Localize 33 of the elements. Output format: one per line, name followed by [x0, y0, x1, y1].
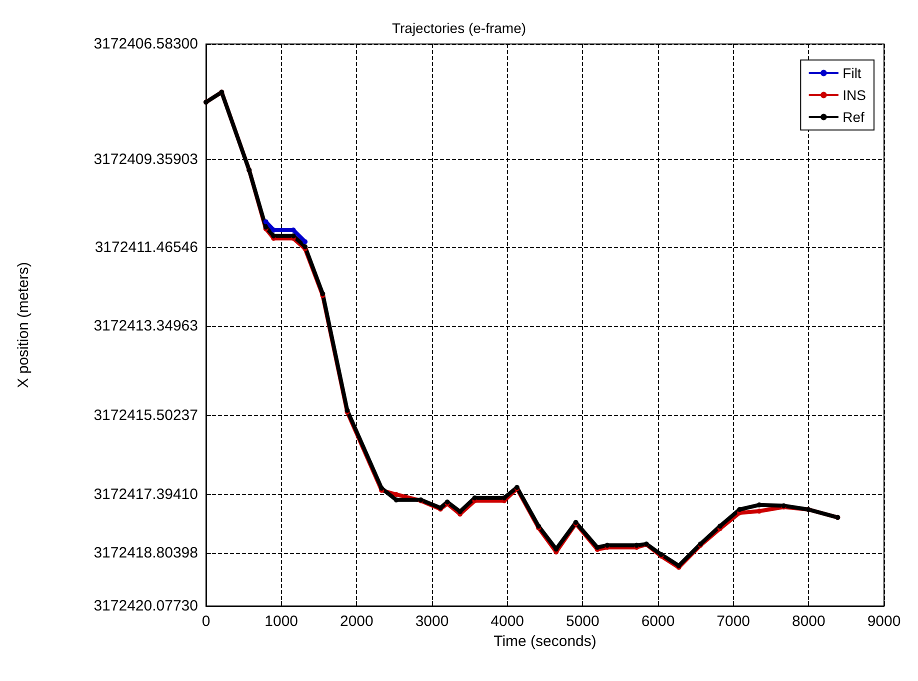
x-tick-label: 1000 [264, 613, 298, 630]
y-tick-label: 3172415.50237 [94, 406, 198, 424]
y-tick-label: 3172420.07730 [94, 598, 198, 614]
y-tick-label: 3172409.35903 [94, 151, 198, 168]
x-tick-label: 0 [202, 613, 210, 630]
legend-label: INS [842, 87, 866, 103]
point [394, 492, 399, 497]
x-tick-label: 9000 [867, 613, 901, 630]
x-tick-label: 8000 [792, 613, 826, 630]
x-axis-title: Time (seconds) [494, 632, 596, 650]
x-tick-label: 7000 [716, 613, 750, 630]
chart-title: Trajectories (e-frame) [392, 20, 526, 36]
point [302, 239, 308, 244]
y-tick-label: 3172411.46546 [94, 238, 198, 256]
y-tick-label: 3172413.34963 [94, 317, 198, 334]
point [718, 524, 722, 529]
y-tick-label: 3172417.39410 [94, 486, 198, 503]
legend-label: Ref [842, 109, 865, 125]
point [502, 495, 507, 500]
point [472, 495, 478, 500]
y-tick-label: 3172406.58300 [94, 36, 198, 52]
x-tick-label: 6000 [641, 613, 675, 630]
y-tick-label: 3172418.80398 [94, 544, 198, 562]
point [271, 233, 276, 238]
point [756, 508, 762, 514]
point [263, 219, 268, 224]
x-tick-label: 4000 [490, 613, 524, 630]
point [290, 233, 296, 238]
y-axis-title: X position (meters) [15, 262, 32, 388]
x-tick-label: 2000 [340, 613, 374, 630]
legend-label: Filt [842, 65, 862, 81]
x-tick-label: 5000 [566, 613, 600, 630]
x-tick-label: 3000 [415, 613, 449, 630]
